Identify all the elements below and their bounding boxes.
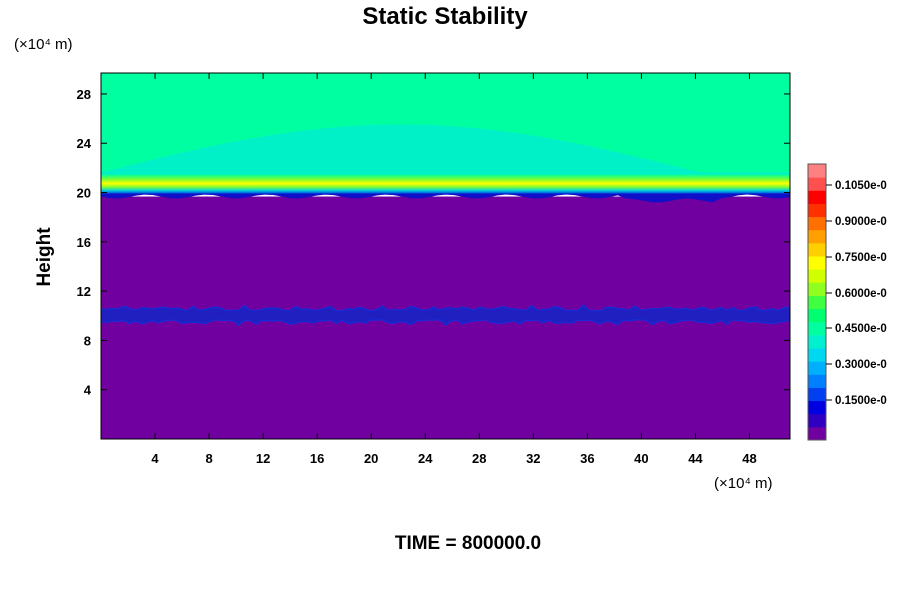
- colorbar-swatch: [808, 269, 826, 283]
- chart-title: Static Stability: [362, 3, 528, 30]
- colorbar-swatch: [808, 190, 826, 204]
- plot-area: [101, 73, 790, 439]
- colorbar-label: 0.1050e-0: [835, 180, 887, 192]
- colorbar-swatch: [808, 374, 826, 388]
- colorbar-swatch: [808, 230, 826, 244]
- colorbar-swatch: [808, 335, 826, 349]
- colorbar-label: 0.3000e-0: [835, 359, 887, 371]
- x-tick-label: 16: [310, 451, 324, 466]
- x-tick-label: 4: [151, 451, 159, 466]
- colorbar-swatch: [808, 309, 826, 323]
- colorbar-swatch: [808, 401, 826, 415]
- colorbar: 0.1050e-0 0.9000e-0 0.7500e-0 0.6000e-0 0.45…: [808, 164, 887, 441]
- colorbar-swatch: [808, 203, 826, 217]
- colorbar-label: 0.7500e-0: [835, 252, 887, 264]
- x-tick-label: 20: [364, 451, 378, 466]
- colorbar-swatch: [808, 256, 826, 270]
- colorbar-swatch: [808, 348, 826, 362]
- x-tick-label: 48: [742, 451, 756, 466]
- colorbar-swatch: [808, 295, 826, 309]
- colorbar-swatch: [808, 243, 826, 257]
- colorbar-swatch: [808, 282, 826, 296]
- x-tick-label: 12: [256, 451, 270, 466]
- colorbar-swatch: [808, 427, 826, 441]
- colorbar-label: 0.9000e-0: [835, 216, 887, 228]
- x-tick-label: 24: [418, 451, 433, 466]
- colorbar-swatch: [808, 387, 826, 401]
- y-axis-label: Height: [34, 227, 55, 287]
- y-tick-label: 20: [77, 186, 91, 201]
- y-axis-unit: (×10⁴ m): [14, 36, 73, 53]
- x-tick-label: 36: [580, 451, 594, 466]
- time-label: TIME = 800000.0: [395, 533, 541, 554]
- colorbar-swatch: [808, 217, 826, 231]
- x-tick-label: 44: [688, 451, 703, 466]
- colorbar-swatch: [808, 414, 826, 428]
- colorbar-label: 0.4500e-0: [835, 323, 887, 335]
- x-tick-label: 40: [634, 451, 648, 466]
- colorbar-label: 0.1500e-0: [835, 395, 887, 407]
- colorbar-swatch: [808, 177, 826, 191]
- y-tick-label: 24: [77, 136, 92, 151]
- y-tick-label: 12: [77, 284, 91, 299]
- colorbar-label: 0.6000e-0: [835, 288, 887, 300]
- y-tick-label: 16: [77, 235, 91, 250]
- y-tick-label: 4: [84, 383, 92, 398]
- y-tick-label: 28: [77, 87, 91, 102]
- colorbar-swatch: [808, 164, 826, 178]
- colorbar-swatch: [808, 322, 826, 336]
- x-tick-label: 32: [526, 451, 540, 466]
- x-tick-label: 8: [205, 451, 212, 466]
- colorbar-swatch: [808, 361, 826, 375]
- y-tick-label: 8: [84, 333, 91, 348]
- x-tick-label: 28: [472, 451, 486, 466]
- tropopause-band: [101, 175, 790, 195]
- x-axis-unit: (×10⁴ m): [714, 475, 773, 492]
